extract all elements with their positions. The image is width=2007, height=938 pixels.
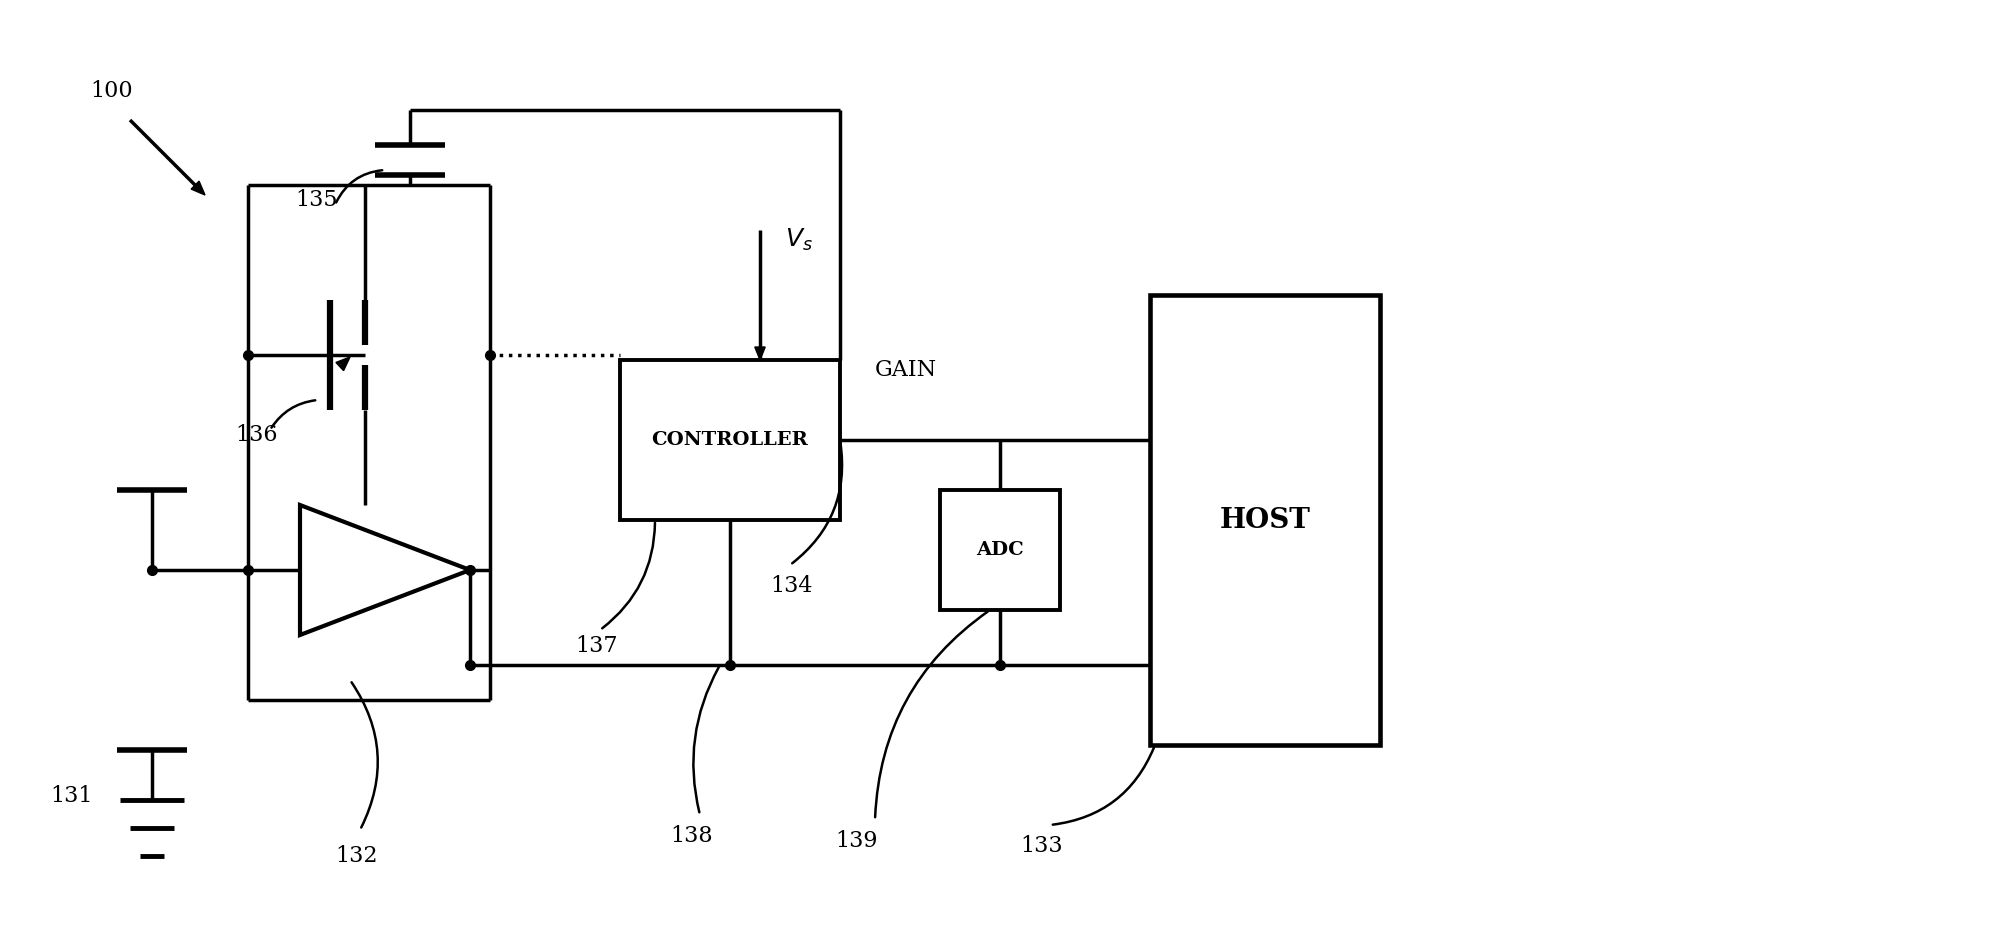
Polygon shape (191, 181, 205, 195)
Text: GAIN: GAIN (875, 359, 937, 381)
Bar (620, 360, 841, 520)
Text: $V_s$: $V_s$ (785, 227, 813, 253)
Text: 132: 132 (335, 845, 377, 867)
Text: HOST: HOST (1220, 507, 1311, 534)
Polygon shape (755, 347, 765, 360)
Text: 135: 135 (295, 189, 337, 211)
Bar (939, 490, 1060, 610)
Text: 133: 133 (1020, 835, 1062, 857)
Text: 100: 100 (90, 80, 132, 102)
Polygon shape (335, 357, 349, 371)
Text: 131: 131 (50, 785, 92, 807)
Text: 137: 137 (574, 635, 618, 657)
Text: ADC: ADC (975, 541, 1024, 559)
Bar (1150, 295, 1381, 745)
Text: 136: 136 (235, 424, 277, 446)
Text: CONTROLLER: CONTROLLER (652, 431, 809, 449)
Text: 138: 138 (670, 825, 712, 847)
Text: 139: 139 (835, 830, 877, 852)
Text: 134: 134 (771, 575, 813, 597)
